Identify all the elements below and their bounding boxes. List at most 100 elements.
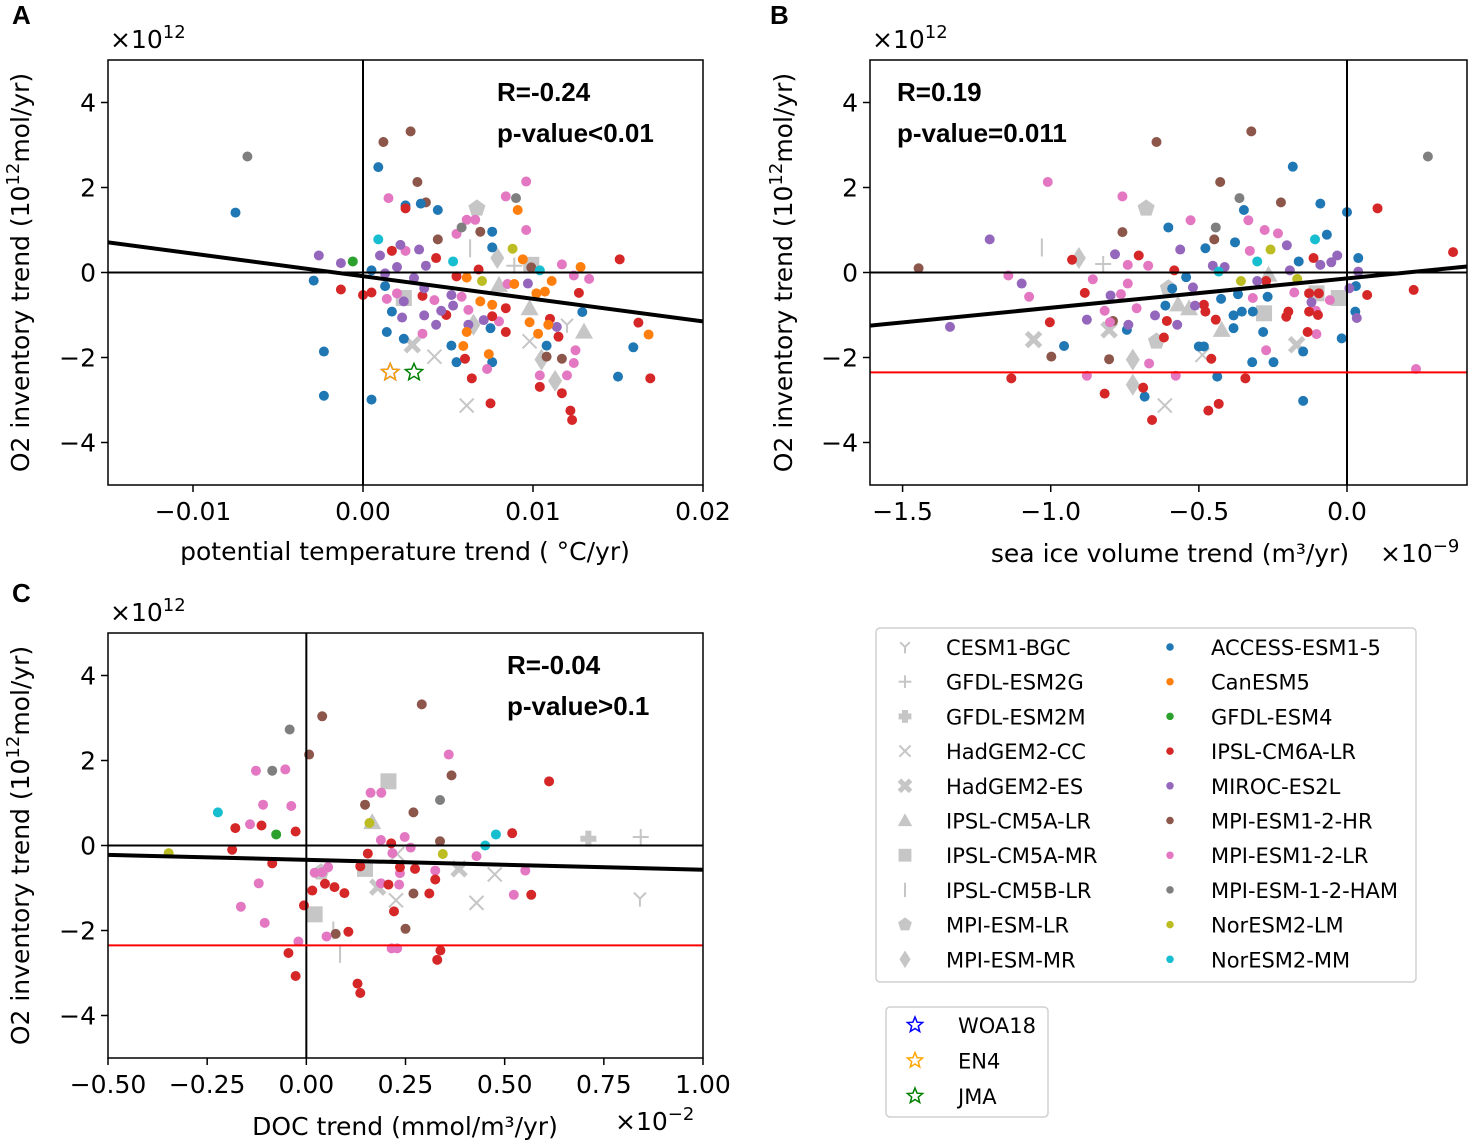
point-mpi-esm1-2-hr	[412, 176, 423, 187]
point-ipsl-cm6a-lr	[633, 317, 644, 328]
point-mpi-esm1-2-lr	[417, 328, 428, 339]
model-legend: CESM1-BGC GFDL-ESM2G GFDL-ESM2M HadGEM2-CC H…	[875, 627, 1417, 983]
point-mpi-esm1-2-lr	[1289, 287, 1300, 298]
point-mpi-esm1-2-lr	[1042, 176, 1053, 187]
legend-item: GFDL-ESM2M	[898, 705, 1086, 729]
point-access-esm1-5	[577, 307, 588, 318]
point-mpi-esm1-2-lr	[494, 316, 504, 327]
y-multiplier-exponent: 12	[925, 22, 948, 43]
point-noresm2-lm	[507, 243, 518, 254]
y-tick-label: 0	[80, 259, 96, 288]
point-ipsl-cm6a-lr	[534, 381, 545, 392]
point-access-esm1-5	[366, 394, 377, 405]
correlation-label: R=0.19	[897, 77, 982, 107]
point-ipsl-cm6a-lr	[567, 414, 578, 425]
x-tick-label: −0.5	[1169, 497, 1230, 526]
point-mpi-esm1-2-lr	[309, 867, 320, 878]
legend-label: NorESM2-MM	[1211, 948, 1350, 972]
point-hadgem2-es	[1024, 330, 1043, 349]
point-hadgem2-cc	[458, 397, 475, 414]
point-mpi-esm1-2-hr	[1215, 176, 1226, 187]
point-ipsl-cm6a-lr	[1133, 250, 1144, 261]
legend-label: IPSL-CM5A-LR	[946, 810, 1091, 834]
point-ipsl-cm6a-lr	[319, 878, 330, 889]
y-tick-label: 4	[80, 662, 96, 691]
regression-line	[108, 240, 703, 324]
point-ipsl-cm5a-mr	[306, 906, 323, 923]
legend-label: IPSL-CM5A-MR	[946, 844, 1097, 868]
p-value-label: p-value>0.1	[507, 691, 649, 721]
point-ipsl-cm6a-lr	[1079, 287, 1090, 298]
point-mpi-esm-1-2-ham	[267, 765, 278, 776]
point-mpi-esm1-2-lr	[584, 273, 595, 284]
point-access-esm1-5	[1198, 341, 1209, 352]
legend-marker-icon	[1166, 851, 1174, 859]
point-mpi-esm1-2-hr	[1209, 234, 1220, 245]
y-axis-label-sup: 12	[3, 736, 24, 759]
point-access-esm1-5	[451, 357, 462, 368]
point-mpi-esm1-2-hr	[400, 923, 411, 934]
point-mpi-esm1-2-hr	[446, 770, 457, 781]
point-mpi-esm1-2-lr	[375, 878, 386, 889]
point-ipsl-cm6a-lr	[1203, 405, 1214, 416]
point-access-esm1-5	[1315, 198, 1326, 209]
point-canesm5	[531, 288, 542, 299]
point-ipsl-cm5a-lr	[520, 299, 539, 316]
point-ipsl-cm6a-lr	[451, 271, 462, 282]
point-miroc-es2l	[1284, 265, 1295, 276]
y-tick-label: 2	[80, 747, 96, 776]
point-ipsl-cm6a-lr	[1372, 203, 1383, 214]
y-axis-label: O2 inventory trend (1012mol/yr)	[766, 73, 798, 472]
y-tick-label: 4	[80, 89, 96, 118]
point-mpi-esm1-2-hr	[913, 263, 924, 274]
point-mpi-esm1-2-lr	[471, 851, 482, 862]
point-access-esm1-5	[308, 275, 319, 286]
plot-area	[108, 633, 703, 1058]
point-ipsl-cm6a-lr	[1304, 306, 1315, 317]
correlation-label: R=-0.04	[507, 650, 601, 680]
legend-label: GFDL-ESM4	[1211, 705, 1333, 729]
point-ipsl-cm6a-lr	[394, 862, 405, 873]
legend-label: GFDL-ESM2G	[946, 671, 1084, 695]
point-access-esm1-5	[386, 306, 397, 317]
point-mpi-esm1-2-lr	[562, 370, 572, 381]
panel-c: −0.50 −0.25 0.00 0.25 0.50 0.75 1.00 −4 −2 0 2 4 R=-…	[3, 578, 731, 1141]
point-mpi-esm1-2-lr	[1024, 291, 1035, 302]
point-miroc-es2l	[436, 305, 447, 316]
observation-legend: WOA18 EN4 JMA	[885, 1006, 1049, 1118]
point-access-esm1-5	[230, 207, 241, 218]
point-miroc-es2l	[448, 300, 459, 311]
y-axis-label-post: mol/yr)	[6, 646, 35, 736]
y-axis-label-pre: O2 inventory trend (10	[769, 186, 798, 473]
point-miroc-es2l	[1150, 310, 1161, 321]
point-access-esm1-5	[415, 198, 426, 209]
point-mpi-esm1-2-lr	[1087, 274, 1098, 285]
point-access-esm1-5	[398, 333, 409, 344]
point-ipsl-cm6a-lr	[256, 820, 267, 831]
point-ipsl-cm6a-lr	[1281, 311, 1292, 322]
x-multiplier: ×10−2	[615, 1104, 694, 1136]
point-miroc-es2l	[375, 250, 385, 261]
point-mpi-esm1-2-lr	[1324, 295, 1335, 306]
point-mpi-esm1-2-lr	[1143, 260, 1154, 271]
point-ipsl-cm6a-lr	[556, 388, 567, 399]
y-axis-label-pre: O2 inventory trend (10	[6, 759, 35, 1046]
point-access-esm1-5	[318, 390, 329, 401]
point-canesm5	[483, 349, 494, 360]
x-multiplier-exponent: −2	[668, 1104, 695, 1125]
point-ipsl-cm6a-lr	[430, 874, 441, 885]
legend-label: HadGEM2-ES	[946, 775, 1083, 799]
point-mpi-esm1-2-lr	[570, 345, 581, 356]
point-miroc-es2l	[1123, 319, 1134, 330]
point-access-esm1-5	[1268, 357, 1279, 368]
point-canesm5	[458, 341, 469, 352]
point-access-esm1-5	[1167, 283, 1178, 294]
point-ipsl-cm6a-lr	[343, 926, 354, 937]
point-ipsl-cm6a-lr	[1206, 353, 1217, 364]
point-access-esm1-5	[1230, 237, 1241, 248]
legend-item: CESM1-BGC	[899, 636, 1071, 660]
point-access-esm1-5	[432, 205, 443, 216]
point-mpi-esm1-2-hr	[435, 836, 446, 847]
point-access-esm1-5	[380, 281, 391, 292]
y-tick-label: 0	[842, 259, 858, 288]
